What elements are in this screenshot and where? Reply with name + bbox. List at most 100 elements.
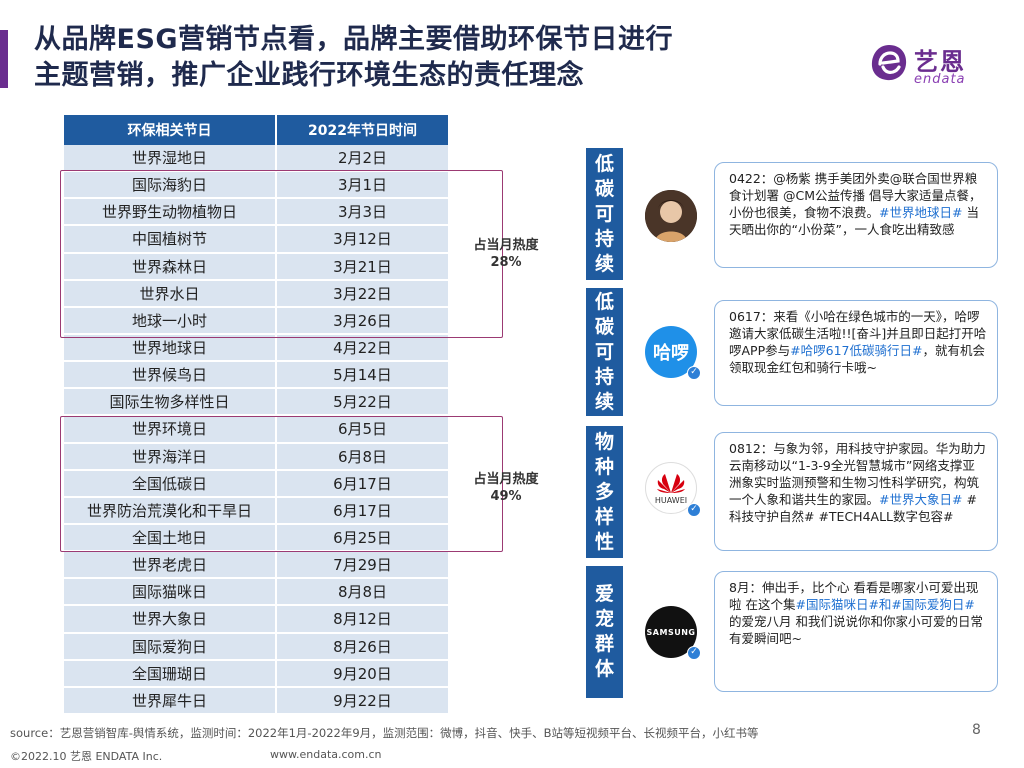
festival-name-cell: 国际海豹日 bbox=[64, 172, 275, 198]
festival-name-cell: 世界湿地日 bbox=[64, 145, 275, 171]
category-char: 低 bbox=[594, 152, 614, 175]
festival-date-cell: 3月12日 bbox=[277, 226, 448, 252]
table-row: 世界候鸟日 5月14日 bbox=[64, 362, 448, 390]
category-char: 宠 bbox=[594, 608, 614, 630]
festival-name-cell: 世界防治荒漠化和干旱日 bbox=[64, 497, 275, 523]
festival-name-cell: 世界环境日 bbox=[64, 416, 275, 442]
table-row: 世界水日 3月22日 bbox=[64, 280, 448, 308]
festival-name-cell: 全国珊瑚日 bbox=[64, 660, 275, 686]
hellobike-logo-text: 哈啰 bbox=[653, 343, 689, 364]
category-char: 碳 bbox=[594, 315, 614, 338]
post-hashtag[interactable]: #哈啰617低碳骑行日# bbox=[790, 343, 923, 358]
festival-date-cell: 6月8日 bbox=[277, 443, 448, 469]
page-title: 从品牌ESG营销节点看，品牌主要借助环保节日进行 主题营销，推广企业践行环境生态… bbox=[34, 22, 854, 94]
festival-name-cell: 地球一小时 bbox=[64, 307, 275, 333]
table-row: 全国珊瑚日 9月20日 bbox=[64, 660, 448, 688]
table-row: 国际猫咪日 8月8日 bbox=[64, 579, 448, 607]
table-row: 世界海洋日 6月8日 bbox=[64, 443, 448, 471]
festival-date-cell: 6月25日 bbox=[277, 524, 448, 551]
festival-date-cell: 6月17日 bbox=[277, 470, 448, 496]
festival-date-cell: 4月22日 bbox=[277, 334, 448, 361]
festival-name-cell: 世界犀牛日 bbox=[64, 687, 275, 713]
post-card-3: 0812：与象为邻，用科技守护家园。华为助力云南移动以“1-3-9全光智慧城市”… bbox=[714, 432, 998, 551]
avatar-huawei: HUAWEI bbox=[645, 462, 697, 514]
heat-value: 28% bbox=[490, 255, 522, 270]
festival-name-cell: 世界候鸟日 bbox=[64, 362, 275, 388]
table-row: 世界湿地日 2月2日 bbox=[64, 145, 448, 173]
samsung-logo-text: SAMSUNG bbox=[646, 627, 696, 637]
festival-name-cell: 世界水日 bbox=[64, 280, 275, 306]
festival-date-cell: 8月26日 bbox=[277, 633, 448, 659]
category-char: 可 bbox=[594, 202, 614, 225]
post-text: 8月：伸出手，比个心 看看是哪家小可爱出现啦 在这个集 bbox=[729, 580, 979, 612]
festival-name-cell: 中国植树节 bbox=[64, 226, 275, 252]
category-char: 群 bbox=[594, 633, 614, 655]
category-char: 低 bbox=[594, 290, 614, 313]
category-char: 性 bbox=[594, 530, 614, 553]
huawei-logo-text: HUAWEI bbox=[654, 495, 688, 505]
huawei-flower-icon bbox=[657, 473, 685, 493]
category-char: 物 bbox=[594, 430, 614, 453]
endata-logo: 艺恩 endata bbox=[868, 40, 998, 96]
heat-label-text: 占当月热度 bbox=[473, 472, 539, 487]
festival-name-cell: 世界森林日 bbox=[64, 253, 275, 279]
heat-label-june: 占当月热度 49% bbox=[463, 471, 549, 505]
post-text: #科技守护自然# #TECH4ALL数字包容# bbox=[729, 492, 977, 524]
title-accent-bar bbox=[0, 30, 8, 88]
post-hashtag[interactable]: #世界地球日# bbox=[879, 205, 963, 220]
table-row: 世界森林日 3月21日 bbox=[64, 253, 448, 281]
header-festival: 环保相关节日 bbox=[64, 115, 275, 145]
festival-date-cell: 7月29日 bbox=[277, 552, 448, 578]
festival-name-cell: 世界地球日 bbox=[64, 334, 275, 361]
heat-bracket-june bbox=[60, 416, 503, 552]
table-row: 世界防治荒漠化和干旱日 6月17日 bbox=[64, 497, 448, 525]
footer-copyright: ©2022.10 艺恩 ENDATA Inc. bbox=[10, 750, 163, 763]
table-row: 国际爱狗日 8月26日 bbox=[64, 633, 448, 661]
post-hashtag[interactable]: #国际猫咪日#和#国际爱狗日# bbox=[795, 597, 975, 612]
festival-date-cell: 9月20日 bbox=[277, 660, 448, 686]
festival-date-cell: 8月12日 bbox=[277, 606, 448, 632]
heat-bracket-march bbox=[60, 170, 503, 338]
category-char: 碳 bbox=[594, 177, 614, 200]
category-char: 可 bbox=[594, 340, 614, 363]
table-row: 世界老虎日 7月29日 bbox=[64, 552, 448, 580]
table-body: 世界湿地日 2月2日 国际海豹日 3月1日 世界野生动物植物日 3月3日 中国植树节 3月12… bbox=[64, 145, 448, 715]
logo-text-cn: 艺恩 bbox=[914, 48, 966, 76]
festival-table: 环保相关节日 2022年节日时间 世界湿地日 2月2日 国际海豹日 3月1日 世界野生动… bbox=[64, 115, 448, 715]
category-low-carbon-1: 低 碳 可 持 续 bbox=[586, 148, 623, 280]
title-line-1: 从品牌ESG营销节点看，品牌主要借助环保节日进行 bbox=[34, 24, 674, 55]
table-row: 世界大象日 8月12日 bbox=[64, 606, 448, 634]
avatar-person bbox=[645, 190, 697, 242]
header-date: 2022年节日时间 bbox=[277, 115, 448, 145]
category-char: 持 bbox=[594, 365, 614, 388]
festival-date-cell: 5月14日 bbox=[277, 362, 448, 388]
title-line-2: 主题营销，推广企业践行环境生态的责任理念 bbox=[34, 60, 584, 91]
festival-date-cell: 3月3日 bbox=[277, 199, 448, 225]
category-pet-group: 爱 宠 群 体 bbox=[586, 566, 623, 698]
category-char: 续 bbox=[594, 252, 614, 275]
endata-logo-icon bbox=[871, 45, 907, 81]
category-char: 体 bbox=[594, 658, 614, 680]
footer-url[interactable]: www.endata.com.cn bbox=[270, 748, 382, 761]
post-hashtag[interactable]: #世界大象日# bbox=[879, 492, 963, 507]
festival-name-cell: 全国低碳日 bbox=[64, 470, 275, 496]
post-card-2: 0617：来看《小哈在绿色城市的一天》，哈啰邀请大家低碳生活啦!![奋斗]并且即… bbox=[714, 300, 998, 406]
festival-date-cell: 6月17日 bbox=[277, 497, 448, 523]
category-char: 爱 bbox=[594, 583, 614, 605]
festival-date-cell: 3月21日 bbox=[277, 253, 448, 279]
festival-date-cell: 3月26日 bbox=[277, 307, 448, 333]
table-row: 世界犀牛日 9月22日 bbox=[64, 687, 448, 715]
table-row: 中国植树节 3月12日 bbox=[64, 226, 448, 254]
category-biodiversity: 物 种 多 样 性 bbox=[586, 426, 623, 558]
category-char: 样 bbox=[594, 505, 614, 528]
festival-name-cell: 世界大象日 bbox=[64, 606, 275, 632]
footer-source: source：艺恩营销智库-舆情系统，监测时间：2022年1月-2022年9月，… bbox=[10, 726, 759, 740]
table-row: 全国低碳日 6月17日 bbox=[64, 470, 448, 498]
heat-label-march: 占当月热度 28% bbox=[463, 237, 549, 271]
festival-name-cell: 世界老虎日 bbox=[64, 552, 275, 578]
festival-name-cell: 国际生物多样性日 bbox=[64, 389, 275, 415]
category-char: 多 bbox=[594, 480, 614, 503]
heat-value: 49% bbox=[490, 489, 522, 504]
table-row: 国际海豹日 3月1日 bbox=[64, 172, 448, 200]
table-header: 环保相关节日 2022年节日时间 bbox=[64, 115, 448, 145]
